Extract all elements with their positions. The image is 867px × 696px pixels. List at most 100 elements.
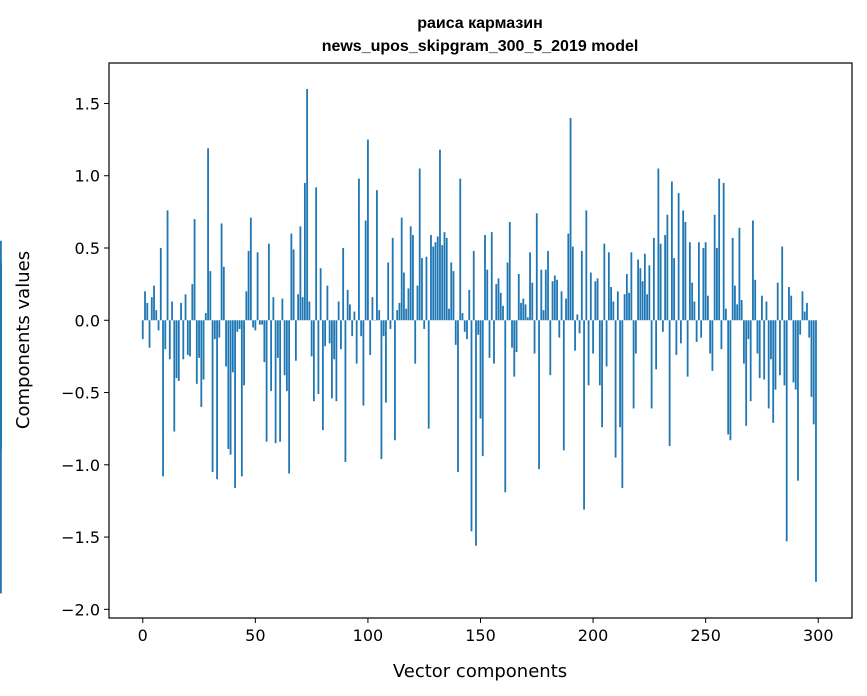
bar (808, 320, 811, 338)
bar (587, 320, 590, 386)
bar (567, 233, 570, 321)
y-tick-label: 0.0 (75, 311, 100, 330)
bar (191, 284, 194, 321)
bar (445, 237, 448, 321)
bar (385, 320, 387, 403)
bar-series (0, 89, 817, 594)
bar (472, 250, 475, 321)
bar (211, 320, 214, 473)
bar (425, 256, 428, 321)
bar (679, 320, 682, 344)
bar (470, 320, 473, 532)
bar (303, 182, 306, 321)
bar (477, 320, 480, 335)
bar (225, 320, 227, 367)
bar (213, 320, 216, 340)
bar (148, 320, 151, 348)
bar (0, 320, 2, 348)
bar (378, 310, 381, 321)
x-tick-label: 250 (690, 626, 721, 645)
bar (621, 320, 624, 488)
x-axis-label: Vector components (393, 661, 567, 682)
bar (222, 266, 225, 321)
bar (283, 320, 286, 376)
bar (436, 236, 439, 321)
bar (344, 320, 347, 462)
bar (454, 320, 457, 345)
bar (342, 248, 345, 321)
bar (247, 250, 250, 321)
bar (144, 291, 146, 321)
bar (562, 320, 565, 451)
bar (443, 232, 446, 321)
bar (315, 187, 318, 321)
bar (328, 320, 331, 344)
bar (790, 295, 793, 321)
bar (565, 298, 567, 321)
bar (396, 310, 399, 321)
bar (281, 298, 284, 321)
bar (468, 289, 471, 321)
bar (722, 182, 725, 321)
bar (389, 320, 392, 329)
bar (423, 320, 426, 329)
bar (409, 226, 412, 321)
bar (198, 320, 200, 358)
bar (616, 291, 619, 321)
bar (412, 234, 414, 321)
bar (490, 232, 493, 321)
bar (333, 320, 336, 360)
bar (797, 320, 799, 481)
bar (639, 268, 642, 321)
bar (799, 320, 802, 335)
bar (391, 237, 394, 321)
x-tick-label: 300 (803, 626, 834, 645)
bar (506, 262, 509, 321)
bar (677, 193, 680, 321)
bar (625, 274, 628, 321)
y-tick-label: 1.5 (75, 94, 100, 113)
bar (306, 89, 309, 321)
bar (772, 320, 775, 423)
bar (711, 320, 714, 371)
bar (337, 301, 340, 321)
bar (657, 168, 660, 321)
bar (551, 281, 554, 321)
bar (673, 258, 676, 321)
bar (691, 282, 694, 321)
bar (421, 258, 423, 321)
bar (481, 320, 484, 457)
bar (589, 272, 592, 321)
bar (441, 245, 444, 321)
bar (459, 178, 462, 321)
bar (369, 320, 372, 355)
bar (376, 190, 378, 321)
bar (387, 262, 390, 321)
bar (155, 310, 158, 321)
bar (580, 250, 583, 321)
bar (159, 248, 162, 321)
bar (513, 320, 516, 377)
bar (725, 308, 727, 321)
bar (288, 320, 291, 474)
bar (770, 320, 772, 360)
bar (641, 281, 644, 321)
bar (531, 282, 534, 321)
bar (299, 226, 302, 321)
y-tick-label: −2.0 (61, 600, 100, 619)
bar (364, 220, 367, 321)
bar (463, 320, 466, 332)
bar (218, 320, 221, 338)
bar (407, 288, 410, 321)
bar (634, 320, 637, 354)
bar (362, 320, 365, 406)
bar (648, 265, 651, 321)
bar (207, 148, 209, 321)
bar (220, 223, 223, 321)
bar (511, 320, 513, 348)
bar (448, 308, 450, 321)
bar (743, 320, 745, 364)
bar (585, 210, 588, 321)
bar (569, 117, 572, 321)
bar (637, 259, 640, 321)
